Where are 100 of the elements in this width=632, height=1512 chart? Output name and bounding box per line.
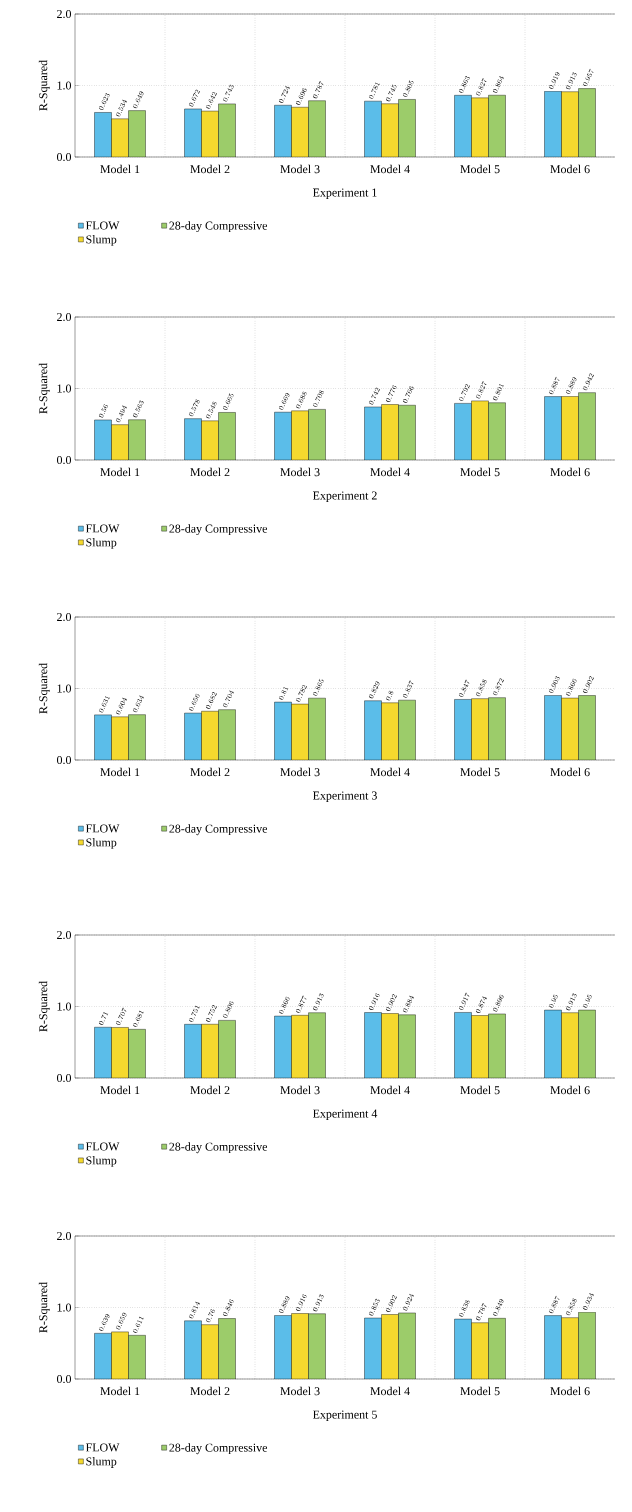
x-tick-label: Model 4 xyxy=(370,1085,410,1095)
bar xyxy=(201,711,219,761)
y-axis-title: R-Squared xyxy=(38,60,50,111)
x-tick-label: Model 2 xyxy=(190,467,230,477)
legend-label: FLOW xyxy=(85,1443,120,1452)
bar xyxy=(364,1012,382,1079)
bar xyxy=(111,118,129,157)
bar xyxy=(308,1012,326,1079)
bar xyxy=(561,91,579,157)
x-tick-label: Model 3 xyxy=(280,164,320,174)
bar xyxy=(364,101,382,157)
x-axis-title: Experiment 4 xyxy=(312,1109,378,1120)
x-tick-label: Model 2 xyxy=(190,164,230,174)
x-tick-label: Model 6 xyxy=(550,1085,590,1095)
bar xyxy=(94,1027,112,1079)
y-tick-label: 1.0 xyxy=(57,1303,72,1312)
y-tick-label: 1.0 xyxy=(57,1002,72,1011)
x-tick-label: Model 4 xyxy=(370,767,410,777)
legend-label: 28-day Compressive xyxy=(169,1142,268,1154)
bar xyxy=(398,99,416,157)
legend-label: 28-day Compressive xyxy=(169,1443,268,1455)
legend-label: FLOW xyxy=(85,1142,120,1151)
y-axis-title: R-Squared xyxy=(38,1282,50,1333)
bar xyxy=(488,95,506,157)
y-tick-label: 2.0 xyxy=(57,9,72,19)
x-tick-label: Model 6 xyxy=(550,164,590,174)
x-tick-label: Model 4 xyxy=(370,164,410,174)
bar xyxy=(471,97,489,157)
x-tick-label: Model 2 xyxy=(190,1386,230,1396)
legend-label: Slump xyxy=(86,1156,117,1167)
x-tick-label: Model 6 xyxy=(550,767,590,777)
bar xyxy=(184,108,202,157)
y-tick-label: 0.0 xyxy=(56,152,72,162)
bar xyxy=(578,1009,596,1079)
x-tick-label: Model 3 xyxy=(280,467,320,477)
x-tick-label: Model 5 xyxy=(460,467,500,477)
bar xyxy=(291,704,309,761)
legend-label: Slump xyxy=(86,1457,117,1468)
bar xyxy=(561,697,579,761)
x-tick-label: Model 1 xyxy=(100,467,140,477)
legend-label: Slump xyxy=(86,538,117,549)
x-axis-title: Experiment 5 xyxy=(312,1410,377,1422)
bar xyxy=(94,112,112,157)
x-tick-label: Model 3 xyxy=(280,1085,320,1095)
bar xyxy=(308,100,326,157)
y-axis-title: R-Squared xyxy=(38,663,50,714)
legend-label: 28-day Compressive xyxy=(169,824,268,836)
y-axis-title: R-Squared xyxy=(38,363,50,414)
bar xyxy=(454,1012,472,1079)
y-tick-label: 2.0 xyxy=(57,930,72,940)
bar xyxy=(454,95,472,157)
x-tick-label: Model 1 xyxy=(100,1386,140,1396)
x-tick-label: Model 1 xyxy=(100,164,140,174)
legend-label: 28-day Compressive xyxy=(169,221,268,233)
x-axis-title: Experiment 1 xyxy=(312,188,377,199)
x-tick-label: Model 5 xyxy=(460,767,500,777)
bar xyxy=(274,105,292,157)
bar xyxy=(544,1009,562,1079)
x-tick-label: Model 2 xyxy=(190,1085,230,1095)
bar xyxy=(184,1024,202,1079)
legend-label: FLOW xyxy=(85,824,120,833)
bar xyxy=(128,1029,146,1079)
bar xyxy=(381,702,399,761)
x-tick-label: Model 5 xyxy=(460,1085,500,1095)
x-tick-label: Model 4 xyxy=(370,467,410,477)
y-tick-label: 0.0 xyxy=(56,1073,72,1083)
x-tick-label: Model 5 xyxy=(460,164,500,174)
x-tick-label: Model 3 xyxy=(280,1386,320,1396)
x-tick-label: Model 4 xyxy=(370,1386,410,1396)
bar xyxy=(398,1014,416,1079)
legend-label: FLOW xyxy=(85,524,120,533)
x-tick-label: Model 2 xyxy=(190,767,230,777)
bar xyxy=(578,88,596,157)
y-tick-label: 2.0 xyxy=(57,1231,72,1241)
bar xyxy=(218,103,236,157)
bar xyxy=(488,1013,506,1079)
legend-label: 28-day Compressive xyxy=(169,524,268,536)
x-axis-title: Experiment 2 xyxy=(312,491,377,502)
y-axis-title: R-Squared xyxy=(38,981,50,1032)
y-tick-label: 0.0 xyxy=(56,1374,72,1384)
bar xyxy=(218,1020,236,1079)
bar xyxy=(544,91,562,157)
y-tick-label: 2.0 xyxy=(57,312,72,322)
bar xyxy=(128,110,146,157)
x-tick-label: Model 6 xyxy=(550,467,590,477)
y-tick-label: 1.0 xyxy=(57,384,72,393)
x-tick-label: Model 1 xyxy=(100,1085,140,1095)
bar xyxy=(201,111,219,157)
bar xyxy=(381,103,399,157)
y-tick-label: 1.0 xyxy=(57,684,72,693)
bar xyxy=(471,698,489,761)
legend-label: FLOW xyxy=(85,221,120,230)
y-tick-label: 0.0 xyxy=(56,455,72,465)
bar xyxy=(291,107,309,157)
x-axis-title: Experiment 3 xyxy=(312,791,377,802)
bar xyxy=(274,1016,292,1079)
x-tick-label: Model 6 xyxy=(550,1386,590,1396)
y-tick-label: 2.0 xyxy=(57,612,72,622)
legend-label: Slump xyxy=(86,838,117,849)
x-tick-label: Model 5 xyxy=(460,1386,500,1396)
